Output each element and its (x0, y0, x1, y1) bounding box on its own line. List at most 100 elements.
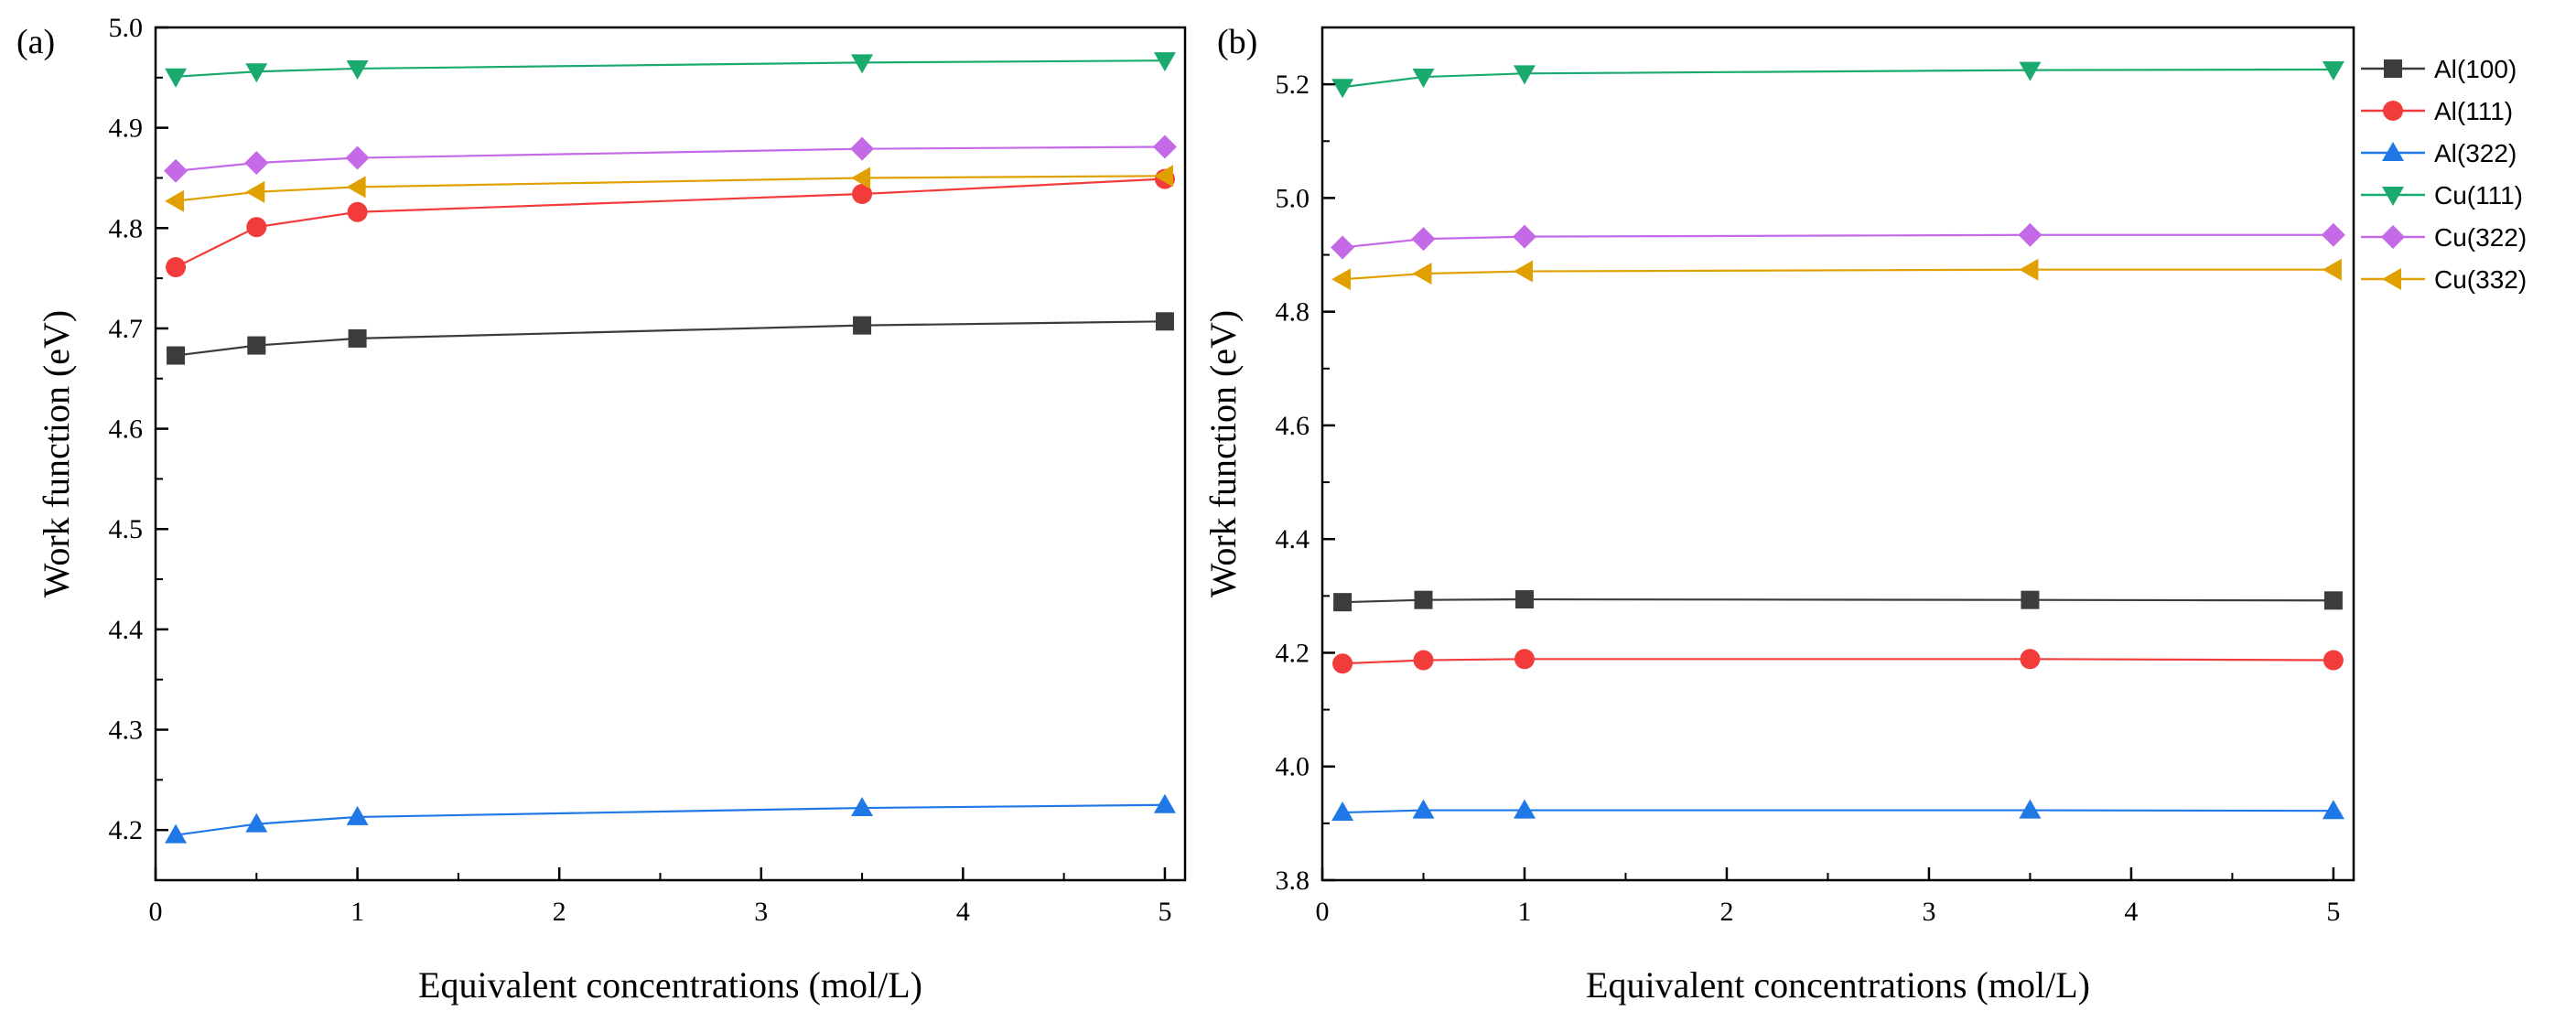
data-point (165, 823, 188, 844)
x-axis-title: Equivalent concentrations (mol/L) (1586, 964, 2090, 1006)
y-tick-label: 4.2 (109, 815, 144, 845)
data-point (167, 346, 186, 365)
legend-marker (2383, 101, 2403, 121)
plot-frame (1320, 26, 2355, 882)
y-tick-label: 5.0 (1276, 183, 1310, 213)
x-tick-label: 1 (350, 897, 364, 927)
data-point (1412, 799, 1435, 819)
data-point (346, 805, 369, 825)
y-axis-title: Work function (eV) (36, 310, 77, 597)
legend: Al(100) Al(111) Al(322) Cu(111) Cu(322) Cu(33… (2361, 55, 2527, 294)
panel-label: (a) (16, 23, 55, 61)
legend-entry: Al(100) (2361, 55, 2517, 83)
y-tick-label: 4.6 (1276, 411, 1310, 441)
x-tick-label: 3 (1922, 897, 1935, 927)
x-tick-label: 0 (149, 897, 163, 927)
series-line (1342, 658, 2333, 665)
series-al322 (165, 793, 1176, 844)
data-point (1411, 227, 1436, 252)
x-tick-label: 1 (1517, 897, 1531, 927)
y-tick-label: 4.8 (1276, 297, 1310, 328)
data-point (2018, 222, 2042, 247)
data-point (244, 151, 269, 176)
data-point (347, 201, 368, 222)
series-cu322 (164, 134, 1177, 183)
legend-marker (2381, 225, 2405, 249)
y-tick-label: 3.8 (1276, 866, 1310, 896)
y-tick-label: 4.2 (1276, 638, 1310, 668)
data-point (2323, 591, 2343, 610)
y-tick-label: 4.4 (109, 615, 144, 645)
series-line (175, 803, 1165, 836)
series-line (175, 178, 1165, 269)
data-point (165, 189, 185, 212)
y-axis-title: Work function (eV) (1202, 310, 1244, 597)
legend-marker (2382, 187, 2404, 206)
series-line (175, 59, 1165, 78)
series-al100 (1333, 590, 2343, 612)
series-cu332 (165, 165, 1173, 212)
legend-entry: Al(111) (2361, 97, 2513, 125)
y-tick-label: 4.4 (1276, 524, 1310, 554)
y-tick-label: 5.2 (1276, 70, 1310, 100)
x-axis-title: Equivalent concentrations (mol/L) (418, 964, 922, 1006)
data-point (245, 180, 265, 203)
data-point (166, 257, 187, 278)
legend-entry: Cu(332) (2361, 265, 2527, 294)
data-point (245, 812, 268, 833)
legend-label: Al(322) (2434, 139, 2517, 167)
plot-frame (154, 26, 1187, 882)
x-tick-label: 4 (956, 897, 970, 927)
legend-marker (2384, 59, 2402, 78)
series-cu332 (1331, 258, 2342, 291)
data-point (1155, 312, 1174, 331)
series-line (175, 145, 1165, 172)
data-point (2019, 258, 2039, 281)
data-point (245, 63, 268, 83)
series-line (1342, 68, 2333, 89)
data-point (1333, 593, 1353, 612)
data-point (853, 316, 872, 335)
y-tick-label: 5.0 (109, 13, 144, 43)
data-point (2323, 650, 2344, 671)
data-point (2322, 258, 2342, 281)
data-point (2021, 590, 2040, 609)
data-point (1513, 260, 1533, 283)
y-tick-label: 4.9 (109, 113, 144, 144)
panel-label: (b) (1217, 23, 1257, 61)
data-point (1514, 649, 1535, 670)
series-cu111 (1331, 60, 2344, 99)
data-point (1331, 235, 1355, 260)
y-tick-label: 4.0 (1276, 752, 1310, 782)
series-line (175, 320, 1165, 357)
data-point (165, 68, 188, 88)
series-line (1342, 597, 2333, 604)
data-point (164, 158, 189, 183)
data-point (2321, 222, 2345, 247)
data-point (851, 167, 871, 189)
data-point (2019, 799, 2042, 819)
y-tick-label: 4.5 (109, 514, 144, 544)
legend-entry: Cu(322) (2361, 223, 2527, 252)
data-point (1512, 224, 1536, 249)
legend-label: Al(111) (2434, 97, 2513, 125)
data-point (1413, 650, 1434, 671)
series-cu111 (165, 52, 1176, 88)
series-al100 (167, 312, 1174, 365)
data-point (246, 217, 267, 238)
series-al111 (166, 168, 1175, 278)
data-point (1332, 653, 1353, 674)
data-point (345, 145, 370, 170)
data-point (1331, 801, 1354, 822)
data-point (1152, 134, 1177, 159)
data-point (1513, 65, 1536, 85)
data-point (2019, 61, 2042, 81)
x-tick-label: 2 (553, 897, 566, 927)
legend-entry: Al(322) (2361, 139, 2517, 167)
legend-label: Cu(322) (2434, 223, 2527, 252)
series-al322 (1331, 799, 2344, 822)
legend-marker (2382, 142, 2404, 161)
legend-label: Cu(111) (2434, 181, 2523, 210)
data-point (1412, 69, 1435, 89)
